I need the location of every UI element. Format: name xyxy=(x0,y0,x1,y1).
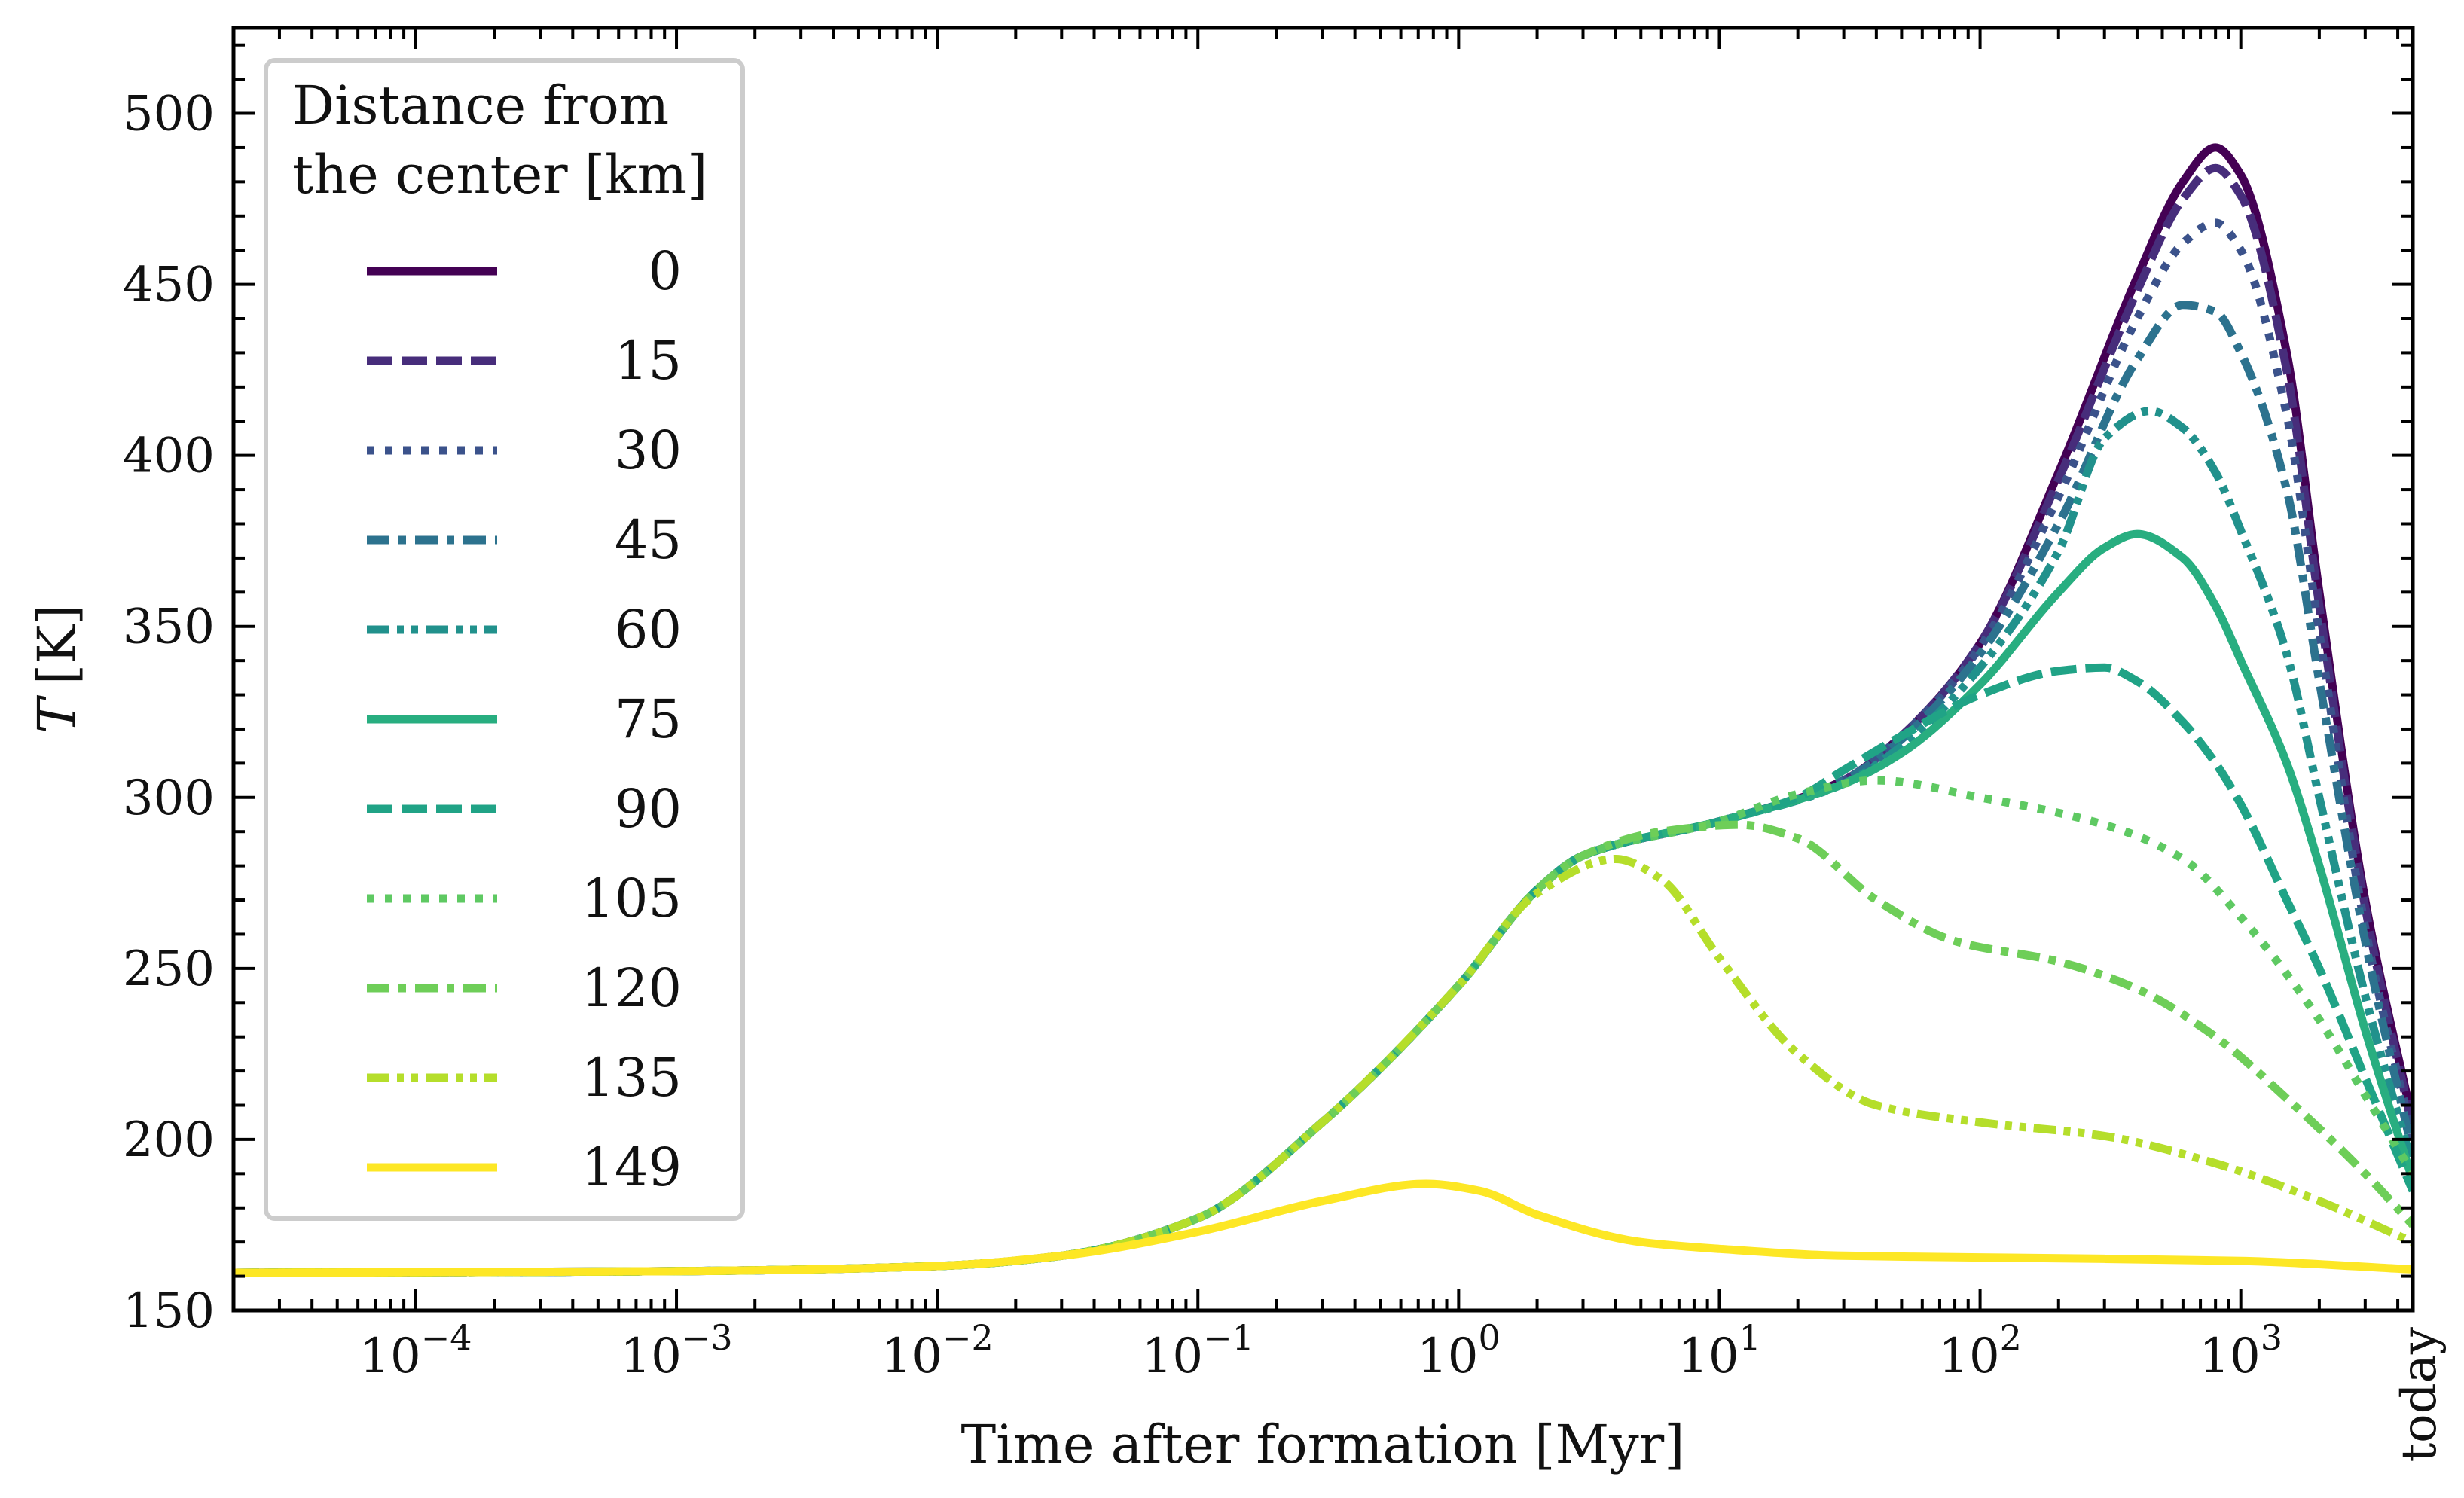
y-axis-unit: [K] xyxy=(26,604,88,685)
y-tick-label: 300 xyxy=(123,770,215,826)
legend-label-105: 105 xyxy=(581,868,682,929)
legend-label-15: 15 xyxy=(615,330,682,392)
legend-title-line2: the center [km] xyxy=(292,144,707,206)
legend-label-90: 90 xyxy=(615,778,682,840)
legend-label-60: 60 xyxy=(615,599,682,661)
legend-label-45: 45 xyxy=(615,509,682,571)
y-tick-label: 350 xyxy=(123,600,215,655)
series-line-149 xyxy=(234,1179,2413,1277)
x-axis-label: Time after formation [Myr] xyxy=(961,1414,1685,1475)
y-tick-label: 450 xyxy=(123,258,215,313)
y-axis-label: T [K] xyxy=(26,604,88,734)
legend-label-135: 135 xyxy=(581,1047,682,1109)
x-tick-label: 10−1 xyxy=(1142,1317,1254,1384)
legend-label-120: 120 xyxy=(581,957,682,1019)
x-tick-label: 10−4 xyxy=(359,1317,472,1384)
legend-label-75: 75 xyxy=(615,688,682,750)
y-axis-symbol: T xyxy=(26,695,88,734)
x-tick-label: 10−2 xyxy=(881,1317,994,1384)
y-tick-label: 500 xyxy=(123,87,215,142)
x-tick-label: 10−3 xyxy=(620,1317,732,1384)
legend-label-0: 0 xyxy=(648,240,682,302)
x-end-label-today: today xyxy=(2392,1327,2447,1463)
legend: Distance from the center [km] 0 15 30 45 60 7… xyxy=(264,58,745,1221)
legend-title-line1: Distance from xyxy=(292,75,669,136)
series-line-135 xyxy=(234,855,2413,1277)
y-tick-label: 150 xyxy=(123,1283,215,1339)
legend-label-30: 30 xyxy=(615,420,682,481)
y-tick-labels: 150 200 250 300 350 400 450 500 xyxy=(123,87,215,1339)
x-tick-labels: 10−4 10−3 10−2 10−1 100 101 102 103 xyxy=(359,1317,2282,1384)
x-tick-label: 103 xyxy=(2199,1317,2282,1384)
y-tick-label: 400 xyxy=(123,429,215,484)
y-tick-label: 200 xyxy=(123,1112,215,1168)
x-tick-label: 100 xyxy=(1417,1317,1501,1384)
series-layer xyxy=(234,143,2413,1277)
x-tick-label: 102 xyxy=(1938,1317,2022,1384)
legend-box xyxy=(264,58,745,1221)
legend-label-149: 149 xyxy=(581,1136,682,1198)
series-line-120 xyxy=(234,820,2413,1277)
ticks-layer xyxy=(232,28,2413,1312)
y-tick-label: 250 xyxy=(123,941,215,997)
x-tick-label: 101 xyxy=(1678,1317,1761,1384)
series-line-90 xyxy=(234,663,2413,1277)
legend-entries: 0 15 30 45 60 75 90 105 120 135 149 xyxy=(367,240,682,1198)
